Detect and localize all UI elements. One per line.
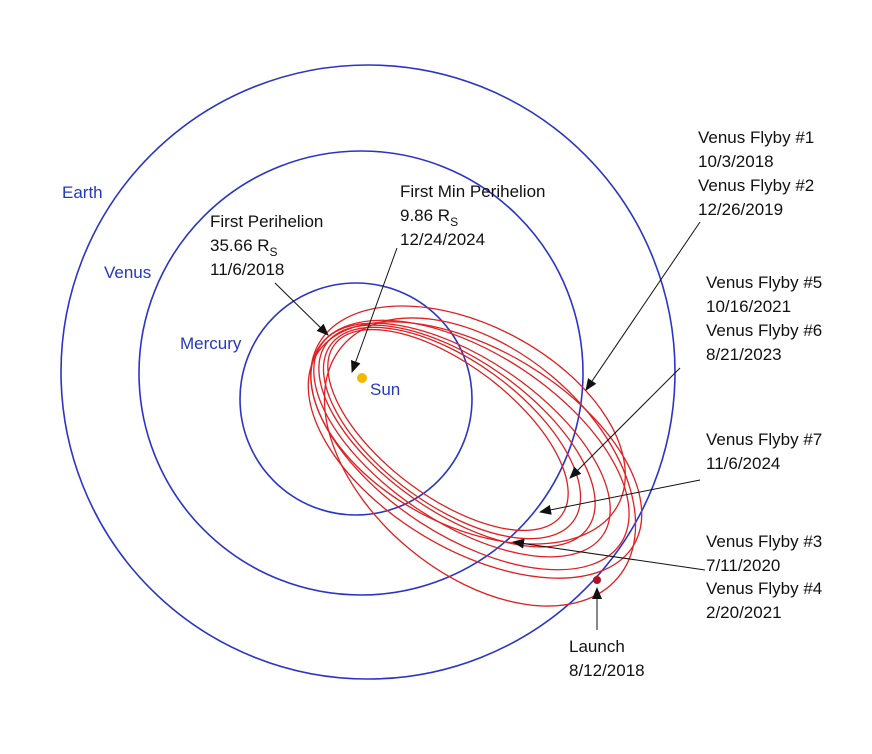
sun-label: Sun (370, 380, 400, 399)
arrow (351, 247, 398, 373)
arrow (512, 538, 706, 571)
annotation-title: Launch (569, 637, 625, 656)
annotation-date: 8/12/2018 (569, 661, 645, 680)
arrow (585, 221, 701, 391)
annotation-title: Venus Flyby #2 (698, 176, 814, 195)
annotation-title: Venus Flyby #7 (706, 430, 822, 449)
mercury-orbit (239, 282, 473, 516)
annotation-date: 10/3/2018 (698, 152, 774, 171)
earth-orbit (60, 64, 676, 680)
planet-label: Venus (104, 263, 151, 282)
annotation-distance: 35.66 RS (210, 236, 278, 259)
probe-orbits (307, 305, 643, 607)
annotation-date: 8/21/2023 (706, 345, 782, 364)
annotation-date: 2/20/2021 (706, 603, 782, 622)
annotation-title: Venus Flyby #5 (706, 273, 822, 292)
annotation-date: 12/24/2024 (400, 230, 485, 249)
annotation-title: Venus Flyby #4 (706, 579, 822, 598)
planet-label: Earth (62, 183, 103, 202)
annotation-title: First Perihelion (210, 212, 323, 231)
annotation-distance: 9.86 RS (400, 206, 458, 229)
annotation-date: 12/26/2019 (698, 200, 783, 219)
annotation-date: 7/11/2020 (706, 556, 780, 575)
annotation-title: Venus Flyby #1 (698, 128, 814, 147)
launch-point (593, 576, 601, 584)
sun (357, 373, 367, 383)
arrow (539, 479, 701, 515)
venus-orbit (138, 150, 584, 596)
annotation-title: Venus Flyby #3 (706, 532, 822, 551)
annotation-title: First Min Perihelion (400, 182, 546, 201)
planet-label: Mercury (180, 334, 242, 353)
arrow (569, 367, 681, 479)
annotation-title: Venus Flyby #6 (706, 321, 822, 340)
arrow (274, 282, 329, 336)
annotation-date: 10/16/2021 (706, 297, 791, 316)
annotation-date: 11/6/2018 (210, 260, 284, 279)
annotation-date: 11/6/2024 (706, 454, 780, 473)
